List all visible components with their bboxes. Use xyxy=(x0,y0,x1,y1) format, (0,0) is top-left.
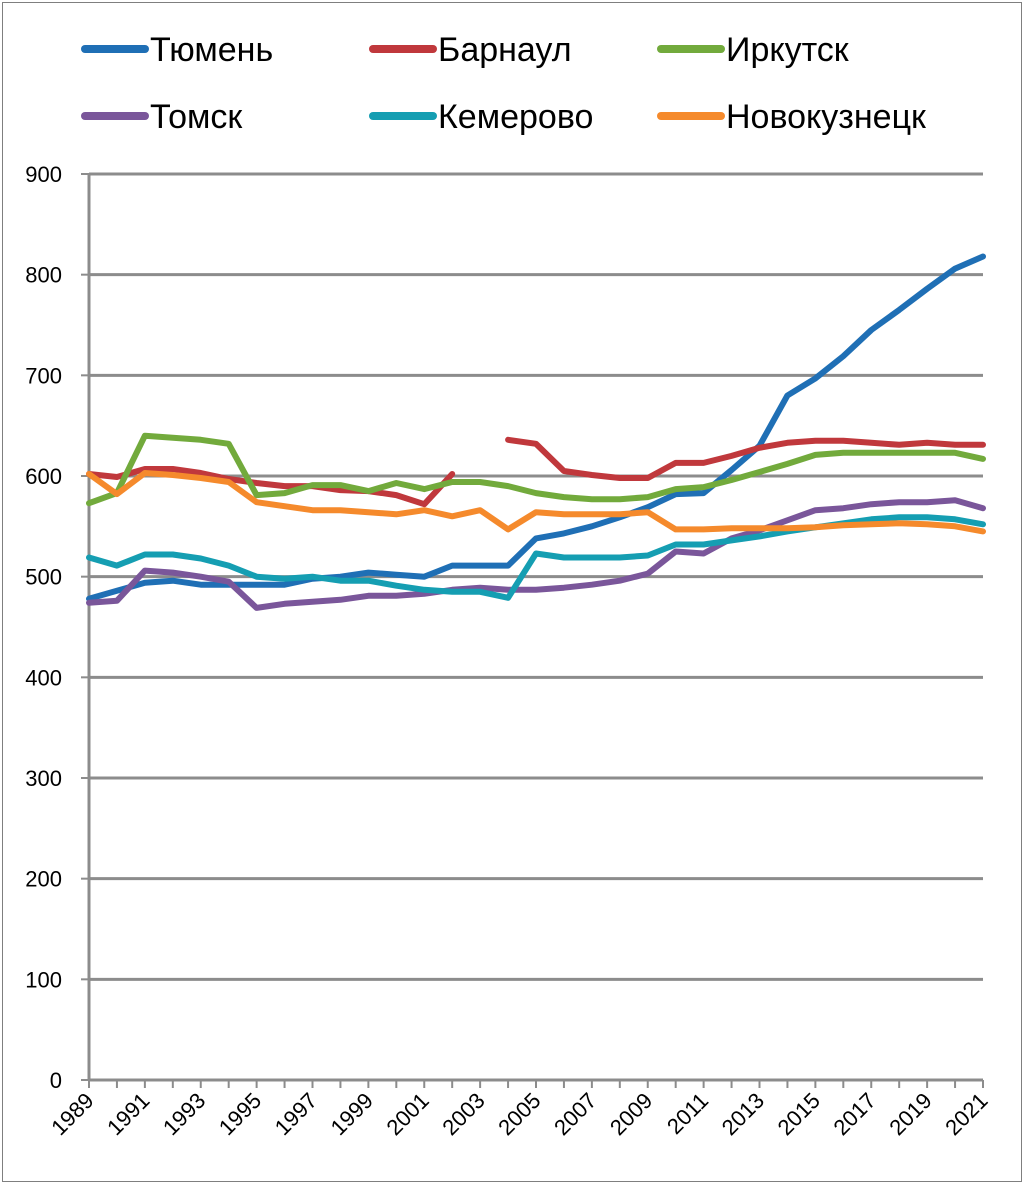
series-line-2 xyxy=(86,436,986,508)
x-tick-label: 2011 xyxy=(662,1088,713,1139)
x-tick-label: 2007 xyxy=(549,1088,601,1140)
series-lines xyxy=(86,253,986,611)
y-tick-label: 100 xyxy=(25,967,62,992)
legend: Тюмень Барнаул Иркутск Томск Кемерово Новокуз… xyxy=(81,31,927,136)
x-tick-label: 1991 xyxy=(102,1088,154,1140)
x-tick-label: 2017 xyxy=(828,1088,880,1140)
y-tick-label: 200 xyxy=(25,867,62,892)
axes xyxy=(81,173,984,1088)
x-tick-label: 1997 xyxy=(270,1088,322,1140)
x-axis-ticks: 1989 1991 1993 1995 1997 1999 2001 2003 2005 2007… xyxy=(46,1088,992,1140)
series-line-3 xyxy=(86,432,986,507)
y-tick-label: 800 xyxy=(25,263,62,288)
x-tick-label: 2005 xyxy=(493,1088,545,1140)
y-tick-label: 500 xyxy=(25,565,62,590)
x-tick-label: 2013 xyxy=(717,1088,769,1140)
x-tick-label: 2015 xyxy=(773,1088,825,1140)
y-tick-label: 600 xyxy=(25,464,62,489)
x-tick-label: 2009 xyxy=(605,1088,657,1140)
x-tick-label: 1999 xyxy=(326,1088,378,1140)
legend-label-1: Тюмень xyxy=(150,31,273,69)
legend-label-4: Томск xyxy=(150,98,243,136)
x-tick-label: 1993 xyxy=(158,1088,210,1140)
y-tick-label: 400 xyxy=(25,665,62,690)
y-tick-label: 0 xyxy=(50,1068,62,1093)
y-tick-label: 300 xyxy=(25,766,62,791)
y-tick-label: 900 xyxy=(25,162,62,187)
legend-label-3: Иркутск xyxy=(726,31,850,69)
line-chart: Тюмень Барнаул Иркутск Томск Кемерово Новокуз… xyxy=(25,31,992,1140)
y-tick-label: 700 xyxy=(25,363,62,388)
legend-label-5: Кемерово xyxy=(438,98,593,136)
x-tick-label: 2021 xyxy=(940,1088,992,1140)
x-tick-label: 1995 xyxy=(214,1088,266,1140)
series-line-6 xyxy=(86,470,986,535)
x-tick-label: 2019 xyxy=(884,1088,936,1140)
y-axis-ticks: 0 100 200 300 400 500 600 700 800 900 xyxy=(25,162,62,1093)
x-tick-label: 1989 xyxy=(46,1088,98,1140)
legend-label-2: Барнаул xyxy=(438,31,572,69)
legend-label-6: Новокузнецк xyxy=(726,98,927,136)
series-line-1 xyxy=(86,253,986,602)
series-line-4 xyxy=(86,497,986,611)
gridlines xyxy=(89,172,983,981)
x-tick-label: 2001 xyxy=(381,1088,433,1140)
x-tick-label: 2003 xyxy=(437,1088,489,1140)
